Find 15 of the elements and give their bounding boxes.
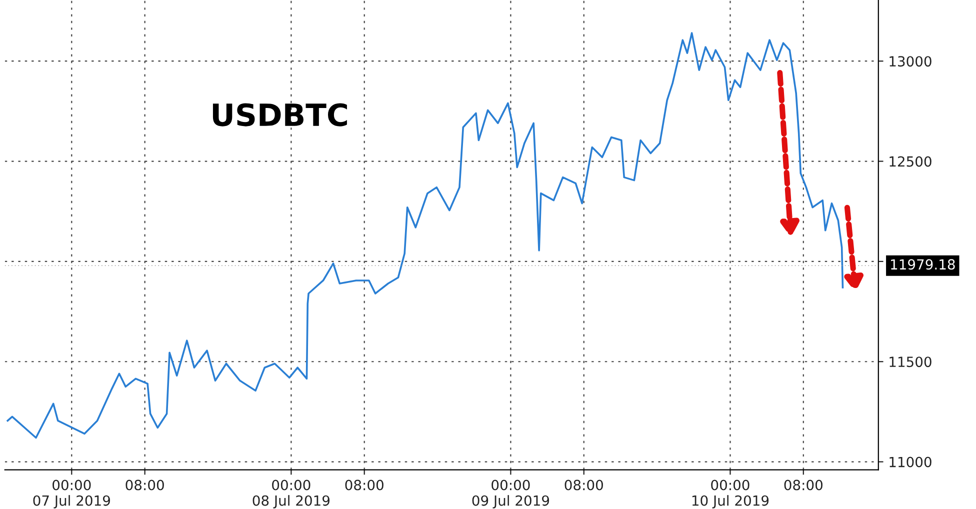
ref-line-label: 11979.18 (891, 259, 955, 270)
x-tick-label: 00:00 10 Jul 2019 (692, 480, 769, 508)
y-tick-label: 12500 (890, 156, 932, 167)
x-tick-label: 08:00 (784, 480, 822, 490)
line-series (6, 32, 844, 439)
text: USDBTC (212, 103, 347, 126)
x-tick-label: 00:00 09 Jul 2019 (472, 480, 550, 508)
y-tick-label: 13000 (890, 56, 932, 67)
x-tick-label: 08:00 (126, 480, 164, 490)
y-tick-label: 11500 (890, 356, 932, 368)
y-tick-label: 11000 (890, 456, 932, 468)
x-tick-label: 08:00 (564, 480, 603, 490)
x-tick-label: 00:00 08 Jul 2019 (252, 480, 330, 508)
x-tick-label: 08:00 (345, 480, 384, 490)
x-tick-label: 00:00 07 Jul 2019 (33, 480, 110, 508)
